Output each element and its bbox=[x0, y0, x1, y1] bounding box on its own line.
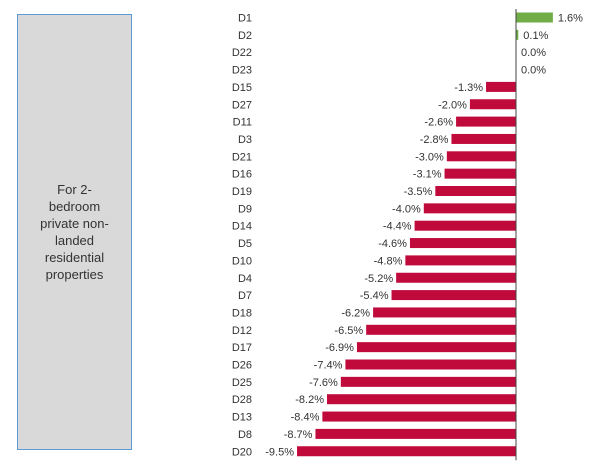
data-label: -5.2% bbox=[364, 273, 393, 285]
category-label: D3 bbox=[238, 134, 252, 146]
bar bbox=[446, 151, 516, 162]
category-label: D4 bbox=[238, 273, 252, 285]
data-label: -5.4% bbox=[360, 290, 389, 302]
bar bbox=[486, 81, 516, 92]
bar bbox=[409, 238, 516, 249]
data-label: -8.4% bbox=[291, 412, 320, 424]
side-panel-text: For 2- bedroom private non- landed resid… bbox=[40, 182, 109, 282]
data-label: -1.3% bbox=[454, 82, 483, 94]
data-label: -6.2% bbox=[341, 307, 370, 319]
bar bbox=[356, 342, 516, 353]
category-label: D1 bbox=[238, 13, 252, 25]
bar bbox=[516, 12, 553, 23]
data-label: -9.5% bbox=[265, 446, 294, 458]
bar bbox=[405, 255, 516, 266]
category-label: D7 bbox=[238, 290, 252, 302]
side-panel: For 2- bedroom private non- landed resid… bbox=[17, 14, 132, 450]
bar bbox=[451, 133, 516, 144]
category-label: D16 bbox=[232, 169, 252, 181]
data-label: -4.6% bbox=[378, 238, 407, 250]
data-label: -7.4% bbox=[314, 360, 343, 372]
bar bbox=[516, 29, 519, 40]
category-label: D9 bbox=[238, 203, 252, 215]
data-label: -3.0% bbox=[415, 151, 444, 163]
bar bbox=[444, 168, 516, 179]
category-label: D20 bbox=[232, 446, 252, 458]
category-label: D8 bbox=[238, 429, 252, 441]
bar bbox=[414, 220, 516, 231]
category-label: D17 bbox=[232, 342, 252, 354]
data-label: -4.4% bbox=[383, 221, 412, 233]
bar bbox=[469, 99, 516, 110]
data-label: 0.1% bbox=[523, 30, 548, 42]
category-label: D10 bbox=[232, 255, 252, 267]
data-label: -2.6% bbox=[424, 117, 453, 129]
bar bbox=[322, 411, 516, 422]
data-label: -6.9% bbox=[325, 342, 354, 354]
data-label: -3.5% bbox=[404, 186, 433, 198]
category-label: D2 bbox=[238, 30, 252, 42]
category-label: D22 bbox=[232, 47, 252, 59]
bar bbox=[423, 203, 516, 214]
bar bbox=[391, 290, 516, 301]
data-label: -4.0% bbox=[392, 203, 421, 215]
bar bbox=[373, 307, 516, 318]
category-label: D14 bbox=[232, 221, 252, 233]
category-label: D28 bbox=[232, 394, 252, 406]
category-label: D5 bbox=[238, 238, 252, 250]
bar bbox=[297, 446, 516, 457]
data-label: -7.6% bbox=[309, 377, 338, 389]
bar bbox=[345, 359, 516, 370]
bar bbox=[366, 324, 516, 335]
data-label: -2.0% bbox=[438, 99, 467, 111]
data-label: -6.5% bbox=[334, 325, 363, 337]
data-label: 1.6% bbox=[558, 13, 583, 25]
category-label: D19 bbox=[232, 186, 252, 198]
data-label: 0.0% bbox=[521, 65, 546, 77]
data-label: -2.8% bbox=[420, 134, 449, 146]
data-label: -4.8% bbox=[374, 255, 403, 267]
category-label: D25 bbox=[232, 377, 252, 389]
category-label: D15 bbox=[232, 82, 252, 94]
category-label: D27 bbox=[232, 99, 252, 111]
category-label: D11 bbox=[233, 117, 252, 129]
category-label: D23 bbox=[232, 65, 252, 77]
bar bbox=[315, 428, 516, 439]
category-label: D18 bbox=[232, 307, 252, 319]
category-label: D12 bbox=[232, 325, 252, 337]
category-label: D26 bbox=[232, 360, 252, 372]
category-label: D13 bbox=[232, 412, 252, 424]
bar bbox=[340, 376, 516, 387]
data-label: 0.0% bbox=[521, 47, 546, 59]
bar bbox=[326, 394, 516, 405]
bar bbox=[396, 272, 516, 283]
bar bbox=[435, 186, 516, 196]
data-label: -3.1% bbox=[413, 169, 442, 181]
data-label: -8.2% bbox=[295, 394, 324, 406]
category-label: D21 bbox=[232, 151, 252, 163]
data-label: -8.7% bbox=[284, 429, 313, 441]
bar bbox=[456, 116, 516, 127]
